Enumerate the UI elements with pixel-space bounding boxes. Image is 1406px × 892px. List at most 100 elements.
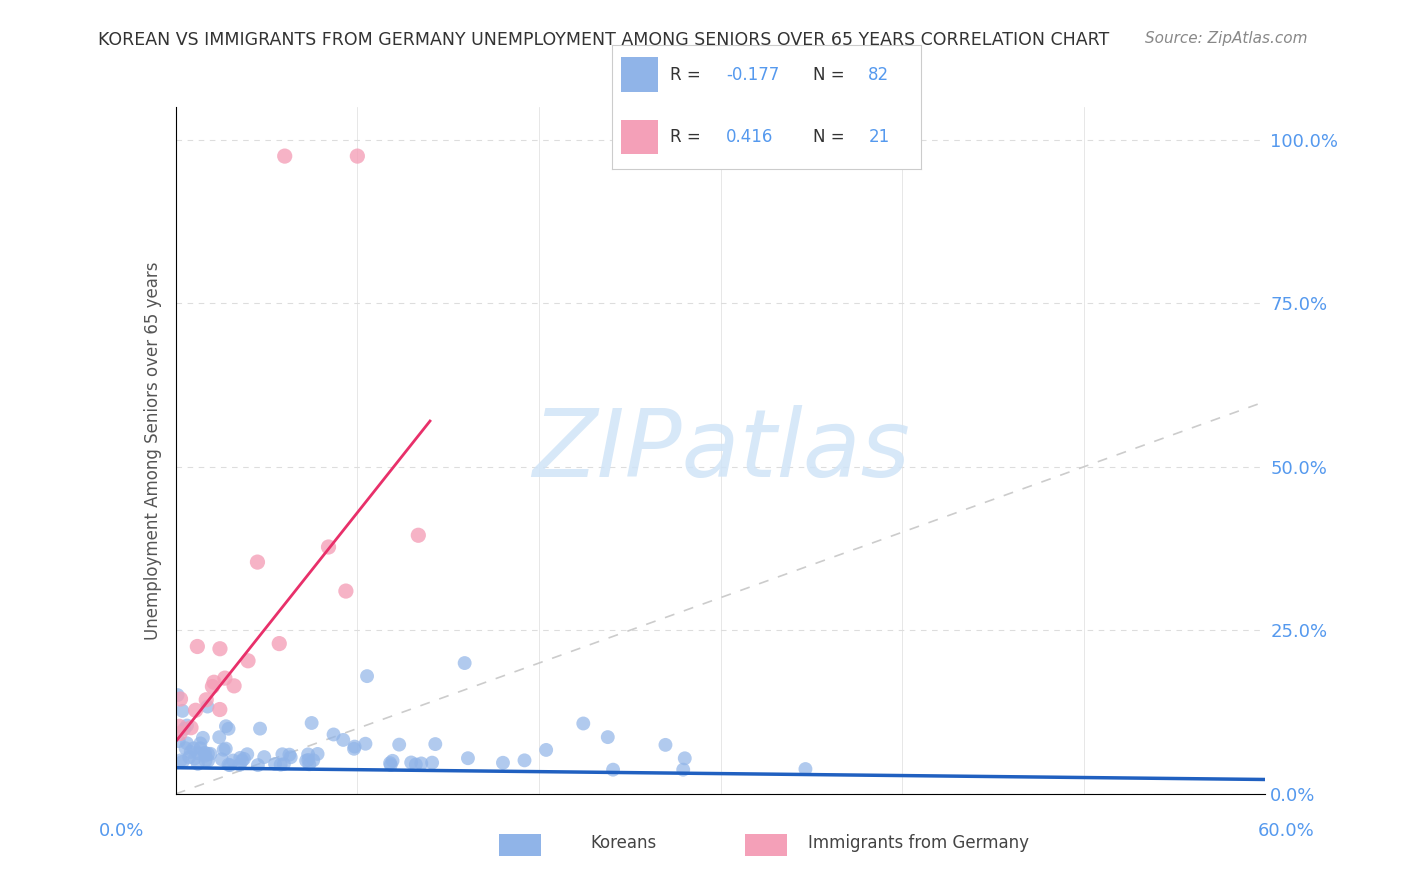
Point <box>169 719 191 733</box>
Point <box>186 640 208 654</box>
Point <box>200 747 222 761</box>
Point <box>378 756 401 770</box>
Point <box>246 758 269 772</box>
FancyBboxPatch shape <box>621 57 658 92</box>
Point <box>356 669 378 683</box>
Point <box>343 739 366 754</box>
Point <box>190 736 212 750</box>
Point <box>399 756 422 770</box>
Point <box>167 734 190 748</box>
Point <box>197 747 219 761</box>
Text: N =: N = <box>813 128 849 146</box>
Point <box>201 680 224 694</box>
Text: 82: 82 <box>869 66 890 84</box>
Point <box>208 730 231 744</box>
Point <box>187 756 209 771</box>
Text: 0.416: 0.416 <box>725 128 773 146</box>
Point <box>318 540 340 554</box>
Point <box>794 762 817 776</box>
Point <box>190 741 212 756</box>
Point <box>654 738 676 752</box>
Point <box>194 754 217 768</box>
Point <box>236 654 259 668</box>
Point <box>197 754 219 768</box>
Point <box>229 751 252 765</box>
Point <box>208 702 231 716</box>
Point <box>307 747 329 761</box>
Text: 60.0%: 60.0% <box>1258 822 1315 840</box>
Point <box>513 753 536 767</box>
Text: Immigrants from Germany: Immigrants from Germany <box>808 834 1029 852</box>
Point <box>249 722 271 736</box>
Point <box>271 747 294 762</box>
Point <box>229 757 252 772</box>
FancyBboxPatch shape <box>621 120 658 154</box>
Point <box>194 748 217 763</box>
Point <box>673 751 696 765</box>
Point <box>211 752 233 766</box>
Point <box>180 745 202 759</box>
Point <box>672 763 695 777</box>
Point <box>172 704 194 718</box>
Point <box>170 753 193 767</box>
Point <box>179 750 201 764</box>
Point <box>269 637 291 651</box>
Point <box>264 756 287 771</box>
Point <box>176 718 198 732</box>
Text: 0.0%: 0.0% <box>98 822 143 840</box>
Point <box>183 751 205 765</box>
Text: R =: R = <box>671 66 706 84</box>
Point <box>596 730 619 744</box>
Point <box>411 756 433 771</box>
Point <box>166 688 188 702</box>
Point <box>453 656 475 670</box>
Point <box>420 756 443 770</box>
Text: -0.177: -0.177 <box>725 66 779 84</box>
Point <box>219 758 242 772</box>
Point <box>217 757 239 772</box>
Point <box>425 737 447 751</box>
Text: Koreans: Koreans <box>591 834 657 852</box>
Point <box>274 149 297 163</box>
Point <box>215 719 238 733</box>
Text: 21: 21 <box>869 128 890 146</box>
Point <box>176 736 198 750</box>
Point <box>297 753 319 767</box>
Point <box>572 716 595 731</box>
Text: R =: R = <box>671 128 706 146</box>
Point <box>222 754 245 768</box>
Point <box>222 679 245 693</box>
Point <box>335 584 357 599</box>
Point <box>492 756 515 770</box>
Point <box>273 757 295 772</box>
Point <box>172 755 194 769</box>
Point <box>322 727 344 741</box>
Point <box>174 741 197 756</box>
Point <box>187 746 209 760</box>
Point <box>280 750 302 764</box>
Point <box>301 716 323 731</box>
Point <box>214 671 236 685</box>
Point <box>278 747 301 762</box>
Text: N =: N = <box>813 66 849 84</box>
Point <box>195 692 218 706</box>
Point <box>297 747 319 762</box>
Point <box>208 641 231 656</box>
Point <box>343 741 366 756</box>
Point <box>388 738 411 752</box>
Point <box>457 751 479 765</box>
Point <box>173 722 195 736</box>
Point <box>246 555 269 569</box>
Text: Source: ZipAtlas.com: Source: ZipAtlas.com <box>1144 31 1308 46</box>
Point <box>183 741 205 756</box>
Point <box>197 699 219 714</box>
Point <box>332 733 354 747</box>
Point <box>602 763 624 777</box>
Point <box>169 726 191 740</box>
Point <box>232 752 254 766</box>
Point <box>295 754 318 768</box>
Point <box>534 743 557 757</box>
Point <box>381 754 404 768</box>
Point <box>215 741 238 756</box>
Point <box>202 675 225 690</box>
